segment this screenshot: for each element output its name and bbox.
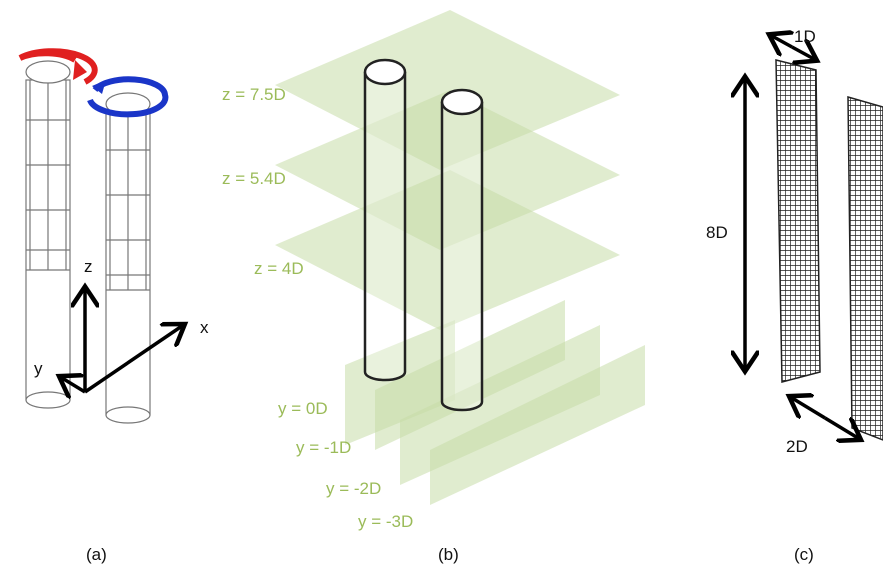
rotor-1-lattice: [26, 80, 70, 271]
panel-label: (c): [794, 545, 814, 564]
dimension-arrow: [792, 398, 826, 420]
rotor-2-lattice: [106, 110, 150, 291]
panel-a: z y x (a): [18, 48, 209, 564]
panel-label: (a): [86, 545, 107, 564]
plane: [275, 10, 620, 170]
rotor-1-top: [25, 60, 71, 84]
cylinder: [440, 102, 484, 412]
panel-b: z = 7.5D z = 5.4D z = 4D y = 0D y = -1D …: [222, 10, 645, 564]
rotor-2-base: [105, 406, 151, 424]
axis-label: x: [200, 318, 209, 337]
plane-label: y = -3D: [358, 512, 413, 531]
panel-c: 1D 8D 2D (c): [706, 27, 883, 564]
dimension-arrow: [824, 416, 858, 438]
plane: [275, 170, 620, 330]
rotation-arrow-red: [18, 48, 98, 85]
panel-label: (b): [438, 545, 459, 564]
dimension-arrow: [791, 47, 814, 59]
dimension-label: 8D: [706, 223, 728, 242]
arrow-head: [92, 80, 106, 94]
rotor-1-base: [25, 391, 71, 409]
cylinder-top: [363, 58, 407, 86]
plane-label: z = 5.4D: [222, 169, 286, 188]
plane-label: z = 7.5D: [222, 85, 286, 104]
dimension-label: 2D: [786, 437, 808, 456]
cylinder-top: [440, 88, 484, 116]
plane-label: z = 4D: [254, 259, 304, 278]
plane-label: y = -1D: [296, 438, 351, 457]
plane: [275, 90, 620, 250]
axis-label: y: [34, 359, 43, 378]
cylinder: [363, 72, 407, 382]
axis-y: [62, 378, 86, 392]
axis-x: [84, 326, 182, 394]
mesh: [775, 59, 821, 383]
plane: [430, 345, 645, 505]
dimension-arrow: [772, 36, 792, 47]
plane-label: y = -2D: [326, 479, 381, 498]
dimension-label: 1D: [794, 27, 816, 46]
arrow-head: [73, 60, 87, 80]
rotation-arrow-blue: [87, 76, 169, 118]
mesh: [847, 96, 883, 441]
plane-label: y = 0D: [278, 399, 328, 418]
axis-label: z: [84, 257, 93, 276]
